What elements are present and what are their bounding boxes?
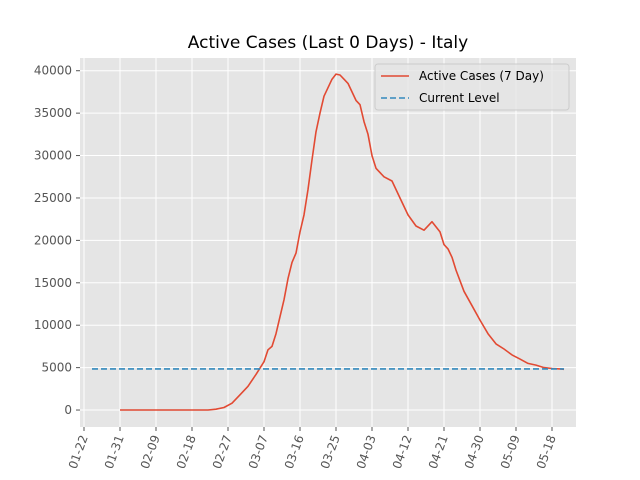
active-cases-line	[120, 73, 565, 411]
legend: Active Cases (7 Day) Current Level	[374, 63, 570, 111]
legend-label: Current Level	[419, 91, 500, 105]
y-tick-label: 0	[64, 403, 72, 417]
series-layer	[92, 73, 565, 411]
y-tick-label: 5000	[41, 361, 72, 375]
grid-lines	[80, 58, 576, 427]
y-tick-label: 20000	[34, 233, 72, 247]
chart-title: Active Cases (Last 0 Days) - Italy	[188, 33, 468, 53]
legend-label: Active Cases (7 Day)	[419, 69, 544, 83]
legend-box	[374, 63, 570, 111]
plot-background	[80, 58, 576, 427]
y-tick-label: 25000	[34, 191, 72, 205]
y-tick-label: 30000	[34, 149, 72, 163]
y-tick-label: 35000	[34, 106, 72, 120]
y-tick-label: 10000	[34, 318, 72, 332]
y-tick-label: 15000	[34, 276, 72, 290]
y-tick-label: 40000	[34, 64, 72, 78]
